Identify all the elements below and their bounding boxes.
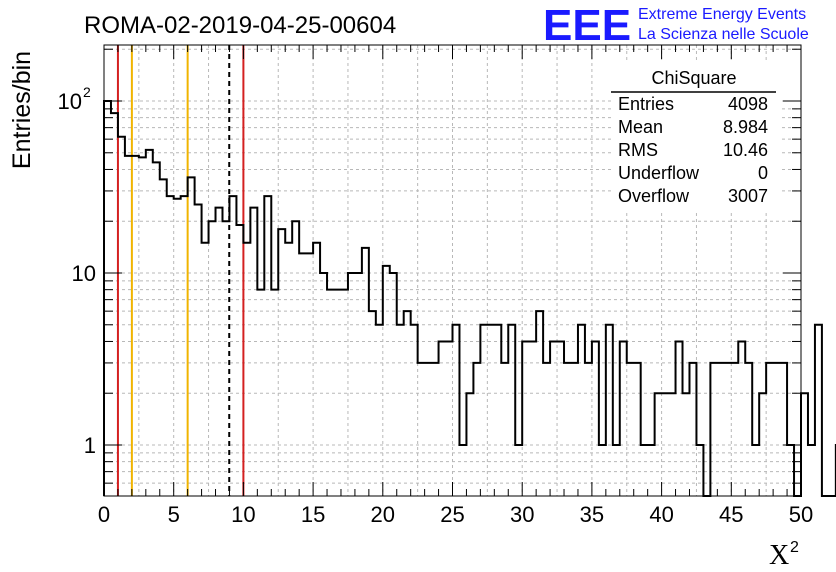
eee-logo-line2: La Scienza nelle Scuole — [638, 26, 809, 43]
stats-row-value: 0 — [758, 163, 768, 183]
stats-title: ChiSquare — [651, 68, 736, 88]
x-tick-label: 40 — [649, 502, 673, 527]
y-tick-label-exponent: 2 — [83, 84, 91, 100]
y-tick-label: 10 — [72, 261, 96, 286]
chart-title: ROMA-02-2019-04-25-00604 — [84, 12, 396, 39]
stats-row-label: Mean — [618, 117, 663, 137]
y-axis-label: Entries/bin — [8, 51, 36, 169]
eee-logo: EEE Extreme Energy Events La Scienza nel… — [543, 1, 809, 50]
x-tick-label: 15 — [301, 502, 325, 527]
stats-box: ChiSquare Entries 4098 Mean 8.984 RMS 10.46 Un… — [611, 62, 779, 212]
x-tick-label: 0 — [98, 502, 110, 527]
x-tick-label: 45 — [719, 502, 743, 527]
x-tick-label: 5 — [168, 502, 180, 527]
stats-row-value: 4098 — [728, 94, 768, 114]
x-tick-labels: 0 5 10 15 20 25 30 35 40 45 50 — [98, 502, 813, 527]
y-tick-label: 10 — [58, 89, 82, 114]
stats-row-label: Overflow — [618, 186, 690, 206]
stats-row-value: 10.46 — [723, 140, 768, 160]
y-tick-label: 1 — [84, 433, 96, 458]
eee-logo-text: EEE — [543, 1, 631, 50]
x-tick-label: 25 — [440, 502, 464, 527]
x-axis-label: X 2 — [769, 539, 799, 571]
axis-ticks — [103, 45, 802, 496]
x-tick-label: 10 — [231, 502, 255, 527]
x-axis-label-symbol: X — [769, 540, 789, 571]
stats-row-value: 8.984 — [723, 117, 768, 137]
x-tick-label: 20 — [371, 502, 395, 527]
stats-box-background — [611, 62, 779, 212]
stats-rows: Entries 4098 Mean 8.984 RMS 10.46 Underflow 0 Ov… — [618, 94, 768, 206]
x-tick-label: 35 — [580, 502, 604, 527]
marker-lines — [116, 45, 245, 496]
stats-row-value: 3007 — [728, 186, 768, 206]
x-tick-label: 50 — [789, 502, 813, 527]
stats-row-label: Underflow — [618, 163, 700, 183]
stats-row-label: Entries — [618, 94, 674, 114]
x-tick-label: 30 — [510, 502, 534, 527]
stats-row-label: RMS — [618, 140, 658, 160]
eee-logo-line1: Extreme Energy Events — [638, 6, 806, 23]
x-axis-label-exponent: 2 — [790, 539, 799, 556]
